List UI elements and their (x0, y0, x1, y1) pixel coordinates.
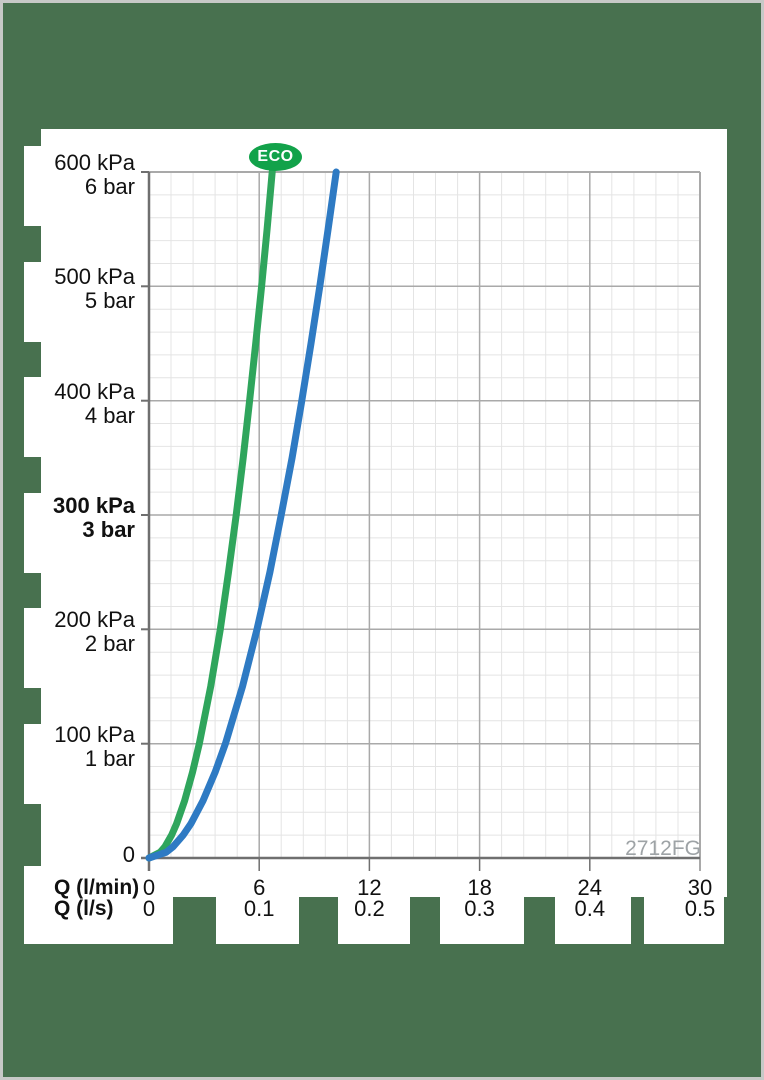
y-axis-label-400: 400 kPa 4 bar (54, 378, 135, 428)
x-tick-lmin-18: 18 (467, 875, 492, 900)
y-label-tab-100 (24, 724, 41, 804)
y-label-tab-300 (24, 493, 41, 573)
y-axis-label-300: 300 kPa 3 bar (53, 494, 135, 542)
y-label-kpa: 600 kPa (54, 150, 135, 175)
x-tick-ls-0: 0 (142, 896, 156, 921)
x-tick-lmin-6: 6 (253, 875, 266, 900)
y-label-tab-600 (24, 146, 41, 226)
x-label-tab-30 (644, 897, 724, 944)
x-label-tab-18 (440, 897, 524, 944)
y-axis-label-200: 200 kPa 2 bar (54, 608, 135, 656)
y-label-bar: 1 bar (84, 745, 135, 771)
y-label-bar: 5 bar (84, 288, 135, 314)
x-tick-lmin-12: 12 (357, 875, 382, 900)
y-label-tab-200 (24, 608, 41, 688)
x-label-tab-24 (555, 897, 631, 944)
eco-badge-label: ECO (257, 148, 294, 165)
x-tick-ls-0.4: 0.4 (574, 896, 606, 921)
y-label-tab-400 (24, 377, 41, 457)
x-tick-ls-0.2: 0.2 (354, 896, 385, 921)
y-axis-label-100: 100 kPa 1 bar (54, 721, 135, 771)
x-label-tab-6 (216, 897, 299, 944)
x-axis-unit-ls: Q (l/s) (54, 897, 114, 920)
y-label-bar: 3 bar (82, 517, 135, 542)
y-label-bar: 4 bar (84, 402, 135, 428)
x-tick-ls-0.1: 0.1 (243, 896, 275, 921)
chart-panel (41, 129, 727, 897)
eco-curve (145, 168, 276, 862)
y-label-kpa: 400 kPa (54, 378, 135, 404)
standard-curve (145, 168, 340, 862)
y-label-bar: 2 bar (84, 631, 135, 657)
x-tick-lmin-0: 0 (142, 875, 156, 900)
flow-pressure-plot (141, 168, 701, 871)
y-axis-label-500: 500 kPa 5 bar (54, 265, 135, 313)
y-label-kpa: 300 kPa (53, 493, 135, 518)
x-tick-ls-0.3: 0.3 (464, 896, 495, 921)
x-tick-lmin-30: 30 (687, 875, 713, 900)
y-axis-label-600: 600 kPa 6 bar (54, 151, 135, 199)
eco-badge: ECO (249, 143, 302, 171)
x-axis-unit-lmin: Q (l/min) (54, 876, 140, 899)
x-label-tab-0 (24, 866, 173, 944)
product-code-label: 2712FG (625, 837, 701, 860)
y-label-bar: 6 bar (84, 174, 135, 199)
x-label-tab-12 (338, 897, 410, 944)
x-tick-lmin-24: 24 (577, 875, 603, 900)
y-label-kpa: 100 kPa (54, 721, 135, 747)
y-label-kpa: 200 kPa (54, 607, 135, 633)
y-axis-label-0: 0 (122, 842, 135, 867)
y-label-tab-500 (24, 262, 41, 342)
x-tick-ls-0.5: 0.5 (684, 896, 716, 921)
y-label-kpa: 500 kPa (54, 264, 135, 290)
